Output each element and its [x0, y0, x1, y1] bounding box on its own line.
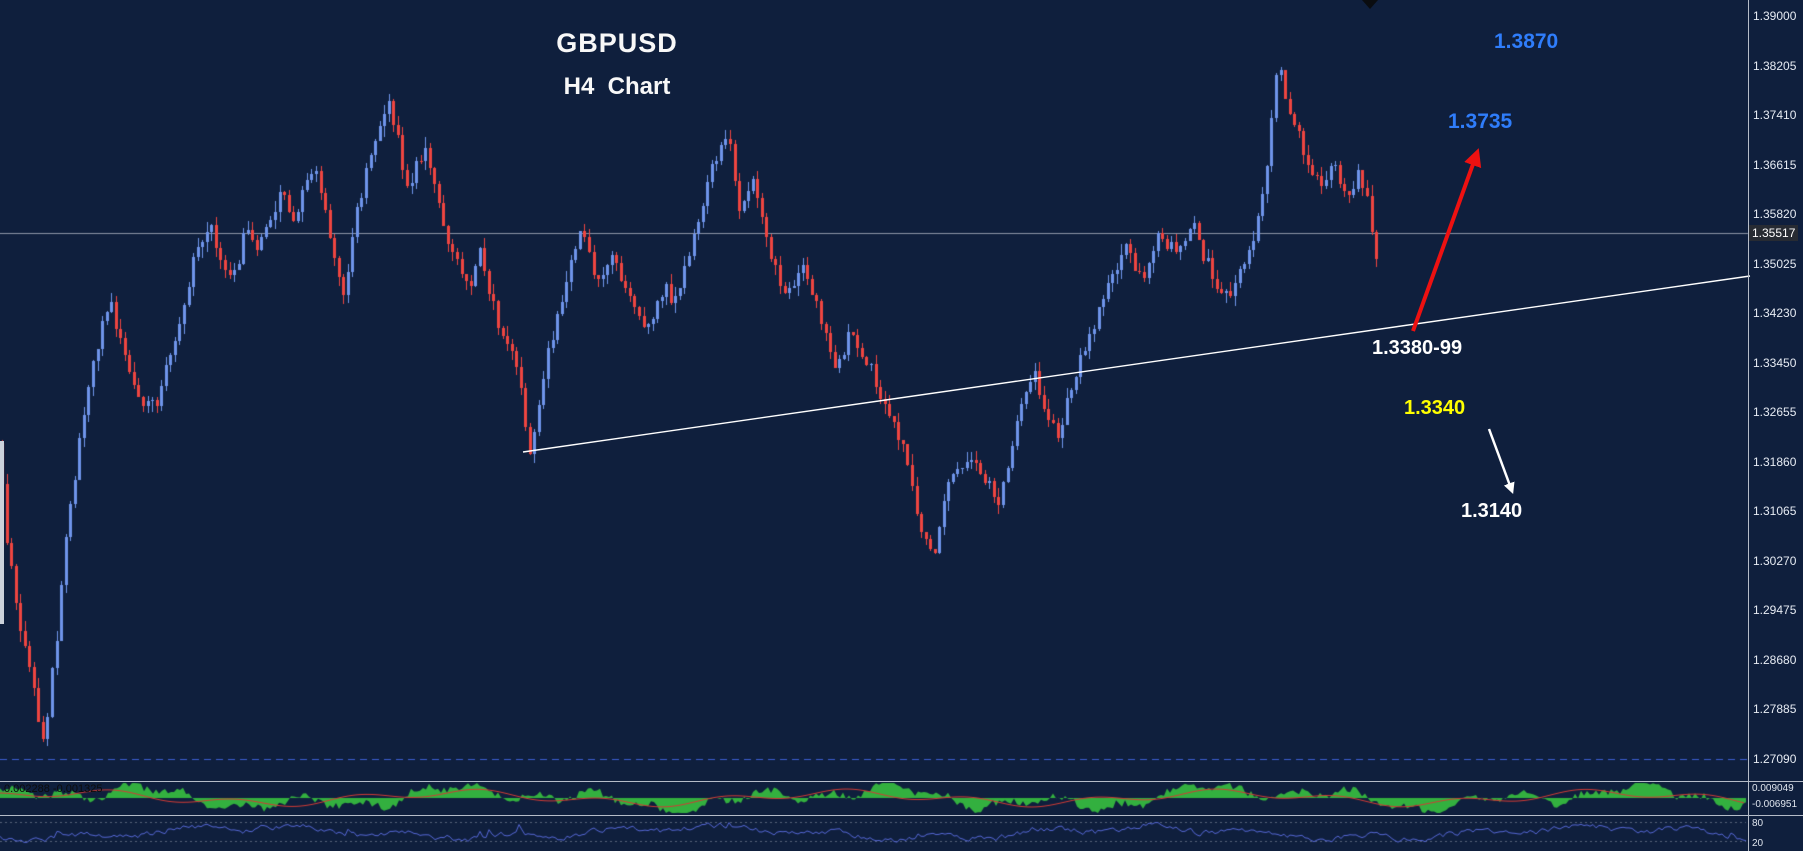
annotation-level-1-3340[interactable]: 1.3340: [1404, 397, 1466, 419]
current-price-tag: 1.35517: [1749, 225, 1799, 241]
indicator2-axis-bottom-label: 20: [1752, 838, 1764, 849]
price-axis-label: 1.32655: [1753, 405, 1797, 420]
price-axis-label: 1.27090: [1753, 752, 1797, 766]
price-axis-label: 1.35820: [1753, 207, 1797, 222]
indicator1-axis-min-label: -0.006951: [1752, 799, 1798, 810]
price-axis-label: 1.27885: [1753, 702, 1797, 717]
price-axis-label: 1.29475: [1753, 603, 1797, 618]
price-axis-label: 1.35025: [1753, 256, 1797, 271]
indicator1-panel-separator[interactable]: [0, 781, 1803, 782]
price-axis-separator: [1748, 0, 1749, 851]
chart-timeframe-title: H4 Chart: [563, 73, 671, 100]
price-axis-label: 1.36615: [1753, 157, 1797, 172]
annotation-downside-target-1-3140[interactable]: 1.3140: [1461, 500, 1523, 522]
price-axis-label: 1.30270: [1753, 553, 1797, 568]
indicator1-values-label: 0.002288 -0.001325: [4, 783, 103, 795]
price-axis-label: 1.31860: [1753, 454, 1797, 469]
left-edge-partial-bar: [0, 441, 4, 624]
annotation-target-1-3735[interactable]: 1.3735: [1448, 110, 1513, 133]
price-axis-label: 1.28680: [1753, 652, 1797, 667]
chart-title-block: GBPUSD H4 Chart: [452, 28, 782, 101]
price-axis-label: 1.38205: [1753, 58, 1797, 73]
scroll-position-marker: [1362, 0, 1378, 9]
price-axis-label: 1.33450: [1753, 355, 1797, 370]
indicator2-panel-separator[interactable]: [0, 815, 1803, 816]
annotation-support-zone-1-3380-99[interactable]: 1.3380-99: [1372, 337, 1463, 359]
chart-symbol-title: GBPUSD: [556, 28, 678, 58]
indicator2-axis-top-label: 80: [1752, 818, 1764, 829]
price-axis-label: 1.39000: [1753, 9, 1797, 23]
annotation-upper-target-1-3870[interactable]: 1.3870: [1494, 30, 1559, 53]
price-axis-label: 1.37410: [1753, 108, 1797, 123]
indicator1-axis-max-label: 0.009049: [1752, 783, 1794, 794]
price-axis-label: 1.31065: [1753, 504, 1797, 519]
price-axis-label: 1.34230: [1753, 306, 1797, 321]
